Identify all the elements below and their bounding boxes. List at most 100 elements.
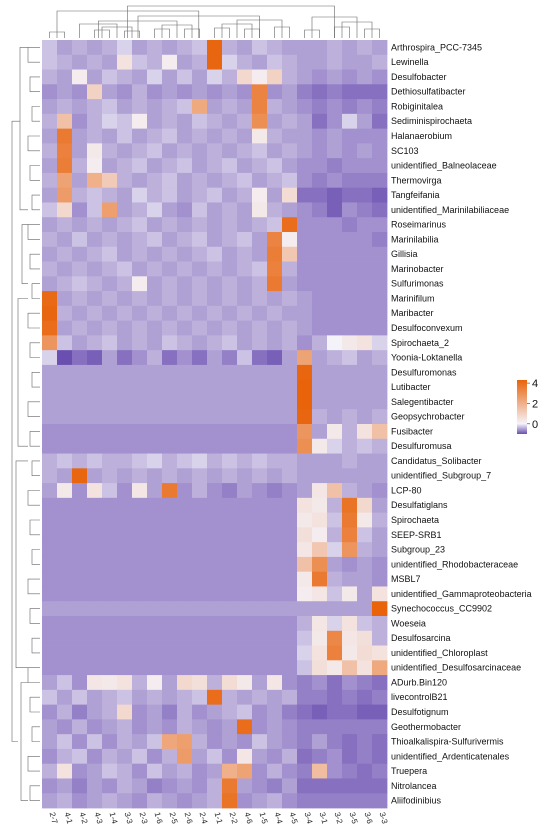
column-label: 1-4: [108, 811, 120, 825]
heatmap-cell: [297, 84, 313, 100]
heatmap-cell: [102, 202, 118, 218]
heatmap-cell: [132, 320, 148, 336]
heatmap-cell: [222, 542, 238, 558]
heatmap-cell: [162, 793, 178, 809]
heatmap-cell: [357, 630, 373, 646]
column-label: 1-6: [153, 811, 165, 825]
heatmap-cell: [162, 350, 178, 366]
heatmap-cell: [102, 660, 118, 676]
heatmap-cell: [72, 601, 88, 617]
heatmap-cell: [57, 113, 73, 130]
heatmap-cell: [222, 512, 238, 528]
heatmap-cell: [147, 556, 163, 573]
heatmap-cell: [207, 69, 223, 85]
heatmap-cell: [267, 497, 283, 514]
heatmap-cell: [177, 143, 193, 159]
heatmap-cell: [177, 40, 193, 56]
heatmap-cell: [342, 483, 358, 499]
row-dendrogram-branch: [31, 106, 40, 122]
heatmap-cell: [237, 527, 253, 543]
heatmap-cell: [207, 438, 223, 454]
heatmap-cell: [282, 217, 298, 233]
heatmap-cell: [372, 793, 388, 809]
row-label: Spirochaeta: [391, 515, 439, 525]
row-label: Marinilabilia: [391, 234, 439, 244]
heatmap-cell: [192, 187, 208, 203]
heatmap-cell: [312, 424, 328, 440]
heatmap-cell: [132, 69, 148, 85]
heatmap-cell: [207, 202, 223, 218]
row-label: Nitrolancea: [391, 781, 437, 791]
heatmap-cell: [222, 276, 238, 292]
heatmap-cell: [357, 734, 373, 750]
heatmap-cell: [147, 143, 163, 159]
heatmap-cell: [237, 54, 253, 70]
heatmap-cell: [237, 630, 253, 646]
heatmap-cell: [222, 364, 238, 381]
heatmap-cell: [267, 276, 283, 292]
column-label: 3-2: [333, 811, 345, 825]
heatmap-cell: [57, 438, 73, 454]
heatmap-cell: [222, 187, 238, 203]
heatmap-cell: [177, 778, 193, 794]
heatmap-cell: [87, 202, 103, 218]
row-label: unidentified_Rhodobacteraceae: [391, 559, 518, 569]
heatmap-cell: [102, 586, 118, 602]
heatmap-cell: [132, 128, 148, 144]
row-dendrogram-branch: [29, 785, 40, 801]
heatmap-cell: [72, 424, 88, 440]
heatmap-cell: [162, 438, 178, 454]
heatmap-cell: [297, 40, 313, 56]
heatmap-cell: [207, 128, 223, 144]
heatmap-cell: [312, 54, 328, 70]
heatmap-cell: [207, 187, 223, 203]
heatmap-cell: [252, 748, 268, 765]
column-label: 3-6: [363, 811, 375, 825]
heatmap-cell: [252, 675, 268, 691]
heatmap-cell: [222, 172, 238, 189]
heatmap-cell: [282, 483, 298, 499]
heatmap-cell: [102, 409, 118, 425]
heatmap-cell: [237, 394, 253, 410]
heatmap-cell: [42, 232, 58, 248]
heatmap-cell: [237, 291, 253, 307]
heatmap-cell: [207, 483, 223, 499]
heatmap-cell: [312, 512, 328, 528]
heatmap-cell: [267, 202, 283, 218]
row-dendrogram-branch: [29, 342, 40, 358]
row-dendrogram-branch: [29, 76, 40, 92]
heatmap-cell: [297, 335, 313, 351]
heatmap-cell: [72, 468, 88, 484]
heatmap-cell: [222, 689, 238, 706]
row-dendrogram-branch: [31, 194, 40, 211]
heatmap-cell: [177, 675, 193, 691]
heatmap-cell: [207, 601, 223, 617]
heatmap-cell: [327, 556, 343, 573]
heatmap-cell: [177, 468, 193, 484]
heatmap-cell: [267, 704, 283, 720]
heatmap-cell: [267, 527, 283, 543]
heatmap-cell: [237, 172, 253, 189]
heatmap-cell: [192, 497, 208, 514]
heatmap-cell: [87, 483, 103, 499]
heatmap-cell: [72, 379, 88, 395]
heatmap-cell: [147, 246, 163, 262]
heatmap-cell: [207, 320, 223, 336]
heatmap-cell: [132, 305, 148, 322]
heatmap-cell: [87, 158, 103, 174]
heatmap-cell: [147, 291, 163, 307]
heatmap-cell: [42, 483, 58, 499]
heatmap-cell: [222, 305, 238, 322]
heatmap-cell: [237, 586, 253, 602]
heatmap-cell: [372, 483, 388, 499]
heatmap-cell: [372, 246, 388, 262]
heatmap-cell: [117, 128, 133, 144]
heatmap-cell: [252, 113, 268, 130]
row-label: Truepera: [391, 766, 427, 776]
heatmap-cell: [237, 556, 253, 573]
column-dendrogram: [49, 5, 380, 38]
column-label: 4-3: [93, 811, 105, 825]
heatmap-cell: [192, 84, 208, 100]
heatmap-cell: [237, 261, 253, 277]
heatmap-cell: [72, 54, 88, 70]
